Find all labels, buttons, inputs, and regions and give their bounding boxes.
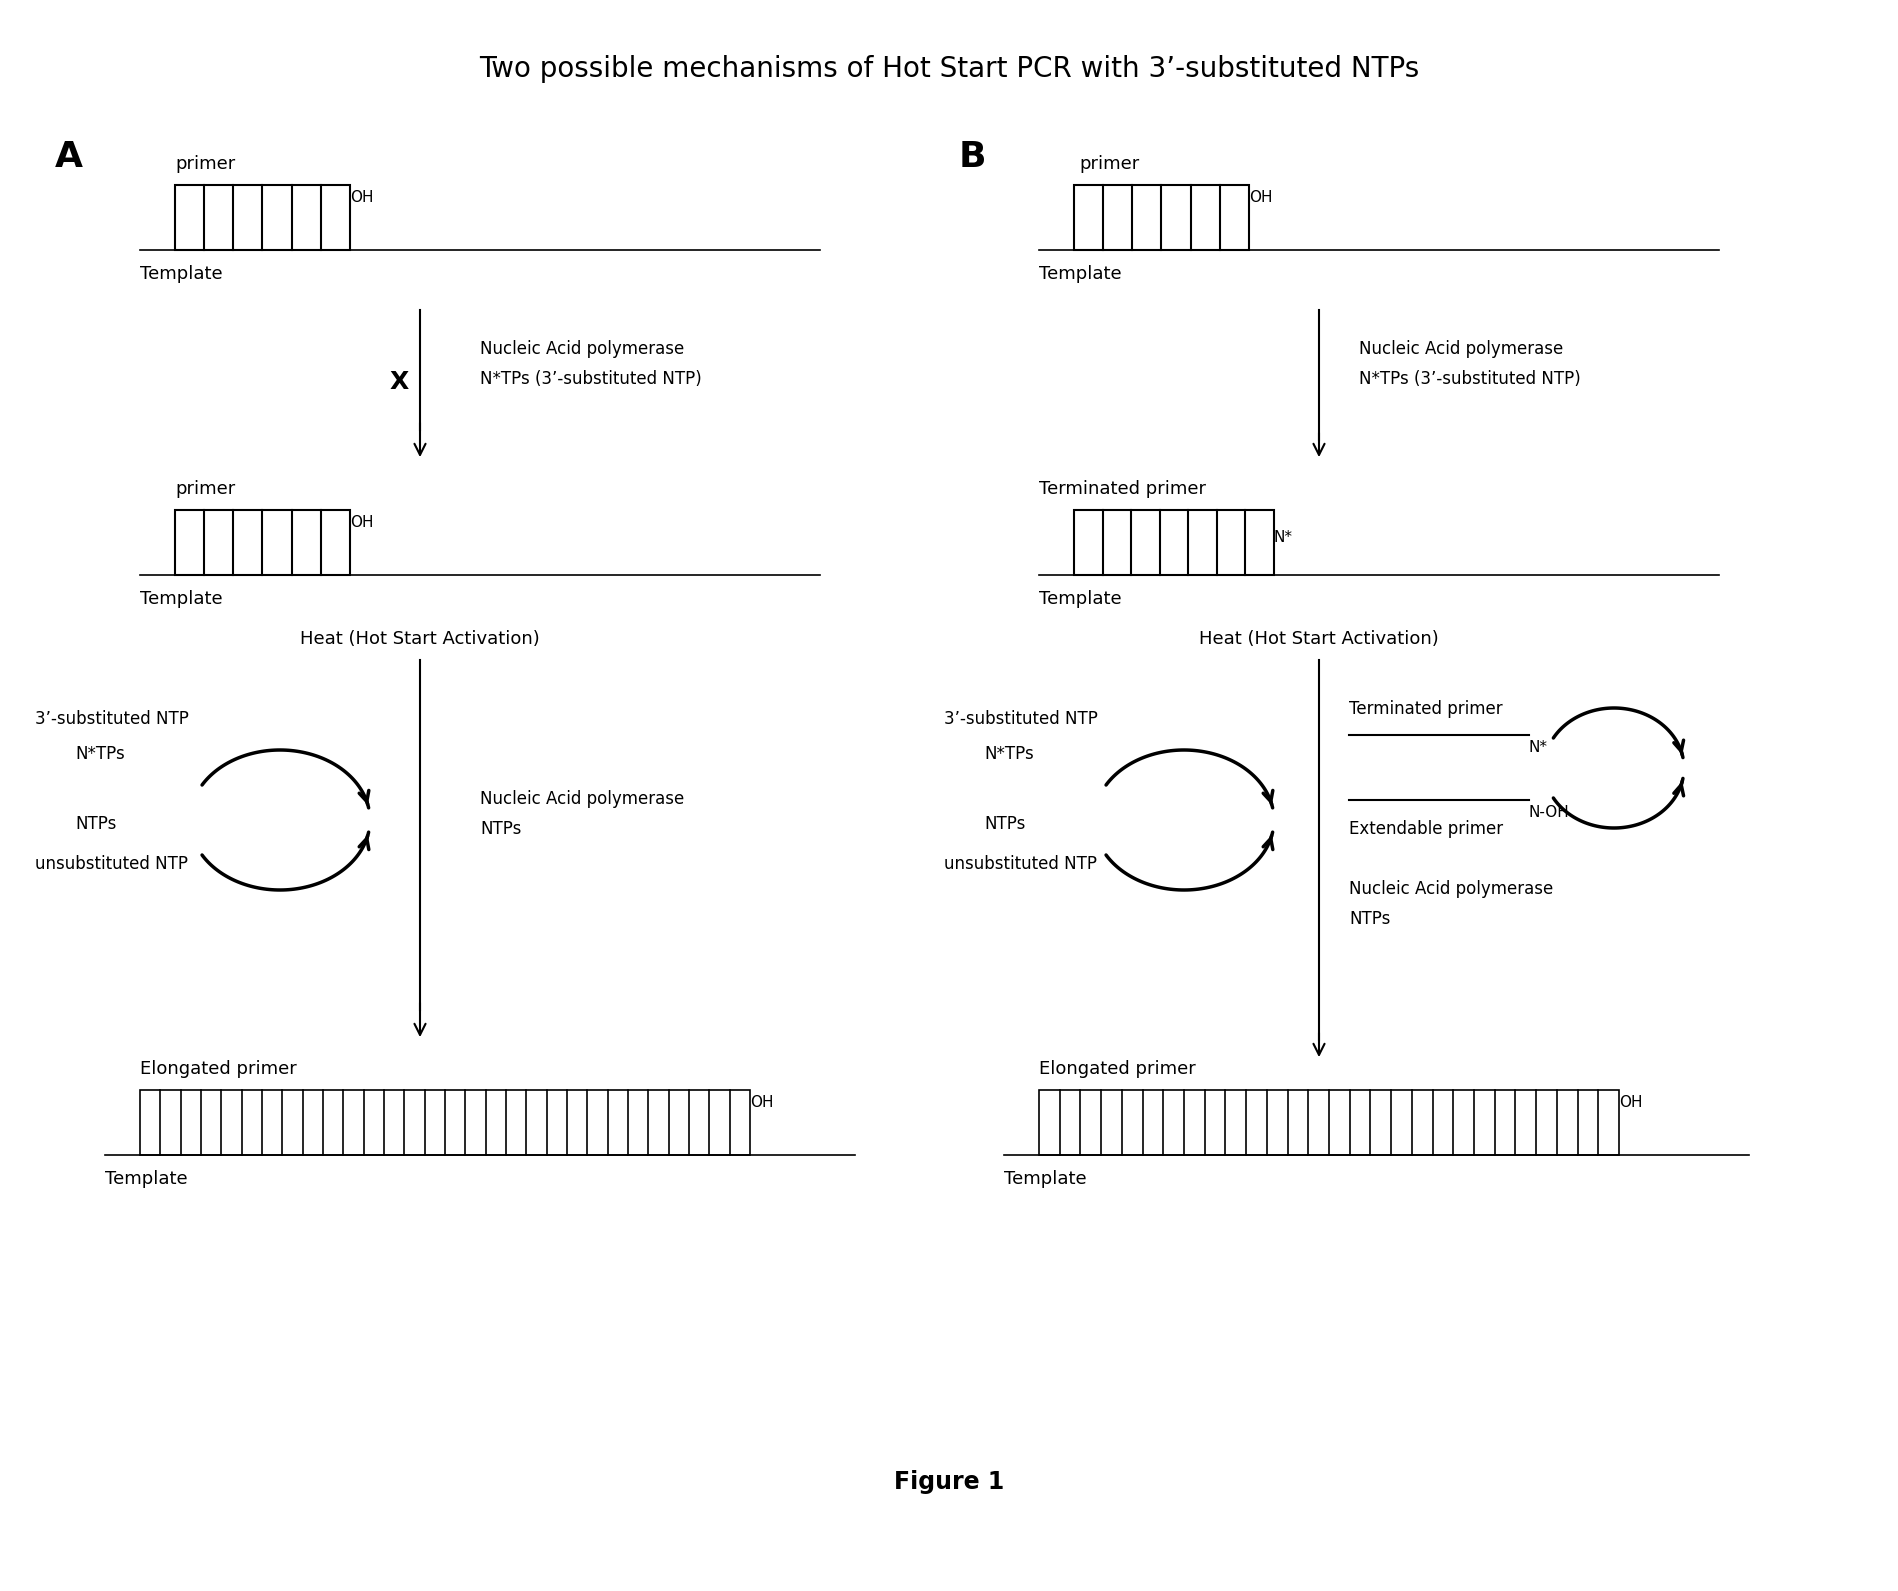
Text: N*TPs: N*TPs bbox=[983, 745, 1034, 764]
Text: Elongated primer: Elongated primer bbox=[140, 1060, 296, 1079]
Bar bbox=[175, 185, 349, 250]
Text: Terminated primer: Terminated primer bbox=[1349, 700, 1503, 718]
Text: N*TPs: N*TPs bbox=[76, 745, 125, 764]
Text: Nucleic Acid polymerase: Nucleic Acid polymerase bbox=[480, 340, 685, 358]
Text: Elongated primer: Elongated primer bbox=[1038, 1060, 1196, 1079]
Text: X: X bbox=[389, 371, 410, 395]
Text: primer: primer bbox=[1078, 154, 1139, 173]
Text: OH: OH bbox=[349, 189, 374, 205]
Text: Two possible mechanisms of Hot Start PCR with 3’-substituted NTPs: Two possible mechanisms of Hot Start PCR… bbox=[478, 56, 1420, 83]
Bar bbox=[1074, 185, 1249, 250]
Bar bbox=[1038, 1090, 1619, 1155]
Text: N*: N* bbox=[1530, 740, 1549, 756]
Text: N*TPs (3’-substituted NTP): N*TPs (3’-substituted NTP) bbox=[1359, 371, 1581, 388]
Text: N*: N* bbox=[1274, 530, 1293, 546]
Text: OH: OH bbox=[1249, 189, 1272, 205]
Text: unsubstituted NTP: unsubstituted NTP bbox=[943, 854, 1097, 873]
Text: N-OH: N-OH bbox=[1530, 805, 1570, 819]
Bar bbox=[140, 1090, 750, 1155]
Text: N*TPs (3’-substituted NTP): N*TPs (3’-substituted NTP) bbox=[480, 371, 702, 388]
Text: 3’-substituted NTP: 3’-substituted NTP bbox=[34, 710, 190, 729]
Text: Nucleic Acid polymerase: Nucleic Acid polymerase bbox=[1349, 880, 1553, 897]
Text: Template: Template bbox=[104, 1169, 188, 1188]
Bar bbox=[1074, 511, 1274, 574]
Text: unsubstituted NTP: unsubstituted NTP bbox=[34, 854, 188, 873]
Text: Heat (Hot Start Activation): Heat (Hot Start Activation) bbox=[1200, 630, 1439, 648]
Text: primer: primer bbox=[175, 480, 235, 498]
Text: OH: OH bbox=[1619, 1095, 1642, 1111]
Text: A: A bbox=[55, 140, 84, 173]
Text: Terminated primer: Terminated primer bbox=[1038, 480, 1205, 498]
Text: NTPs: NTPs bbox=[480, 819, 522, 838]
Text: NTPs: NTPs bbox=[1349, 910, 1391, 928]
Text: Figure 1: Figure 1 bbox=[894, 1470, 1004, 1494]
Text: 3’-substituted NTP: 3’-substituted NTP bbox=[943, 710, 1097, 729]
Text: NTPs: NTPs bbox=[76, 815, 116, 834]
Text: OH: OH bbox=[349, 515, 374, 530]
Text: Heat (Hot Start Activation): Heat (Hot Start Activation) bbox=[300, 630, 539, 648]
Text: OH: OH bbox=[750, 1095, 774, 1111]
Text: Template: Template bbox=[1004, 1169, 1088, 1188]
Text: Template: Template bbox=[140, 590, 222, 608]
Text: Template: Template bbox=[140, 266, 222, 283]
Text: Extendable primer: Extendable primer bbox=[1349, 819, 1503, 838]
Text: primer: primer bbox=[175, 154, 235, 173]
Text: Template: Template bbox=[1038, 266, 1122, 283]
Bar bbox=[175, 511, 349, 574]
Text: Nucleic Acid polymerase: Nucleic Acid polymerase bbox=[1359, 340, 1564, 358]
Text: B: B bbox=[958, 140, 987, 173]
Text: Template: Template bbox=[1038, 590, 1122, 608]
Text: NTPs: NTPs bbox=[983, 815, 1025, 834]
Text: Nucleic Acid polymerase: Nucleic Acid polymerase bbox=[480, 791, 685, 808]
